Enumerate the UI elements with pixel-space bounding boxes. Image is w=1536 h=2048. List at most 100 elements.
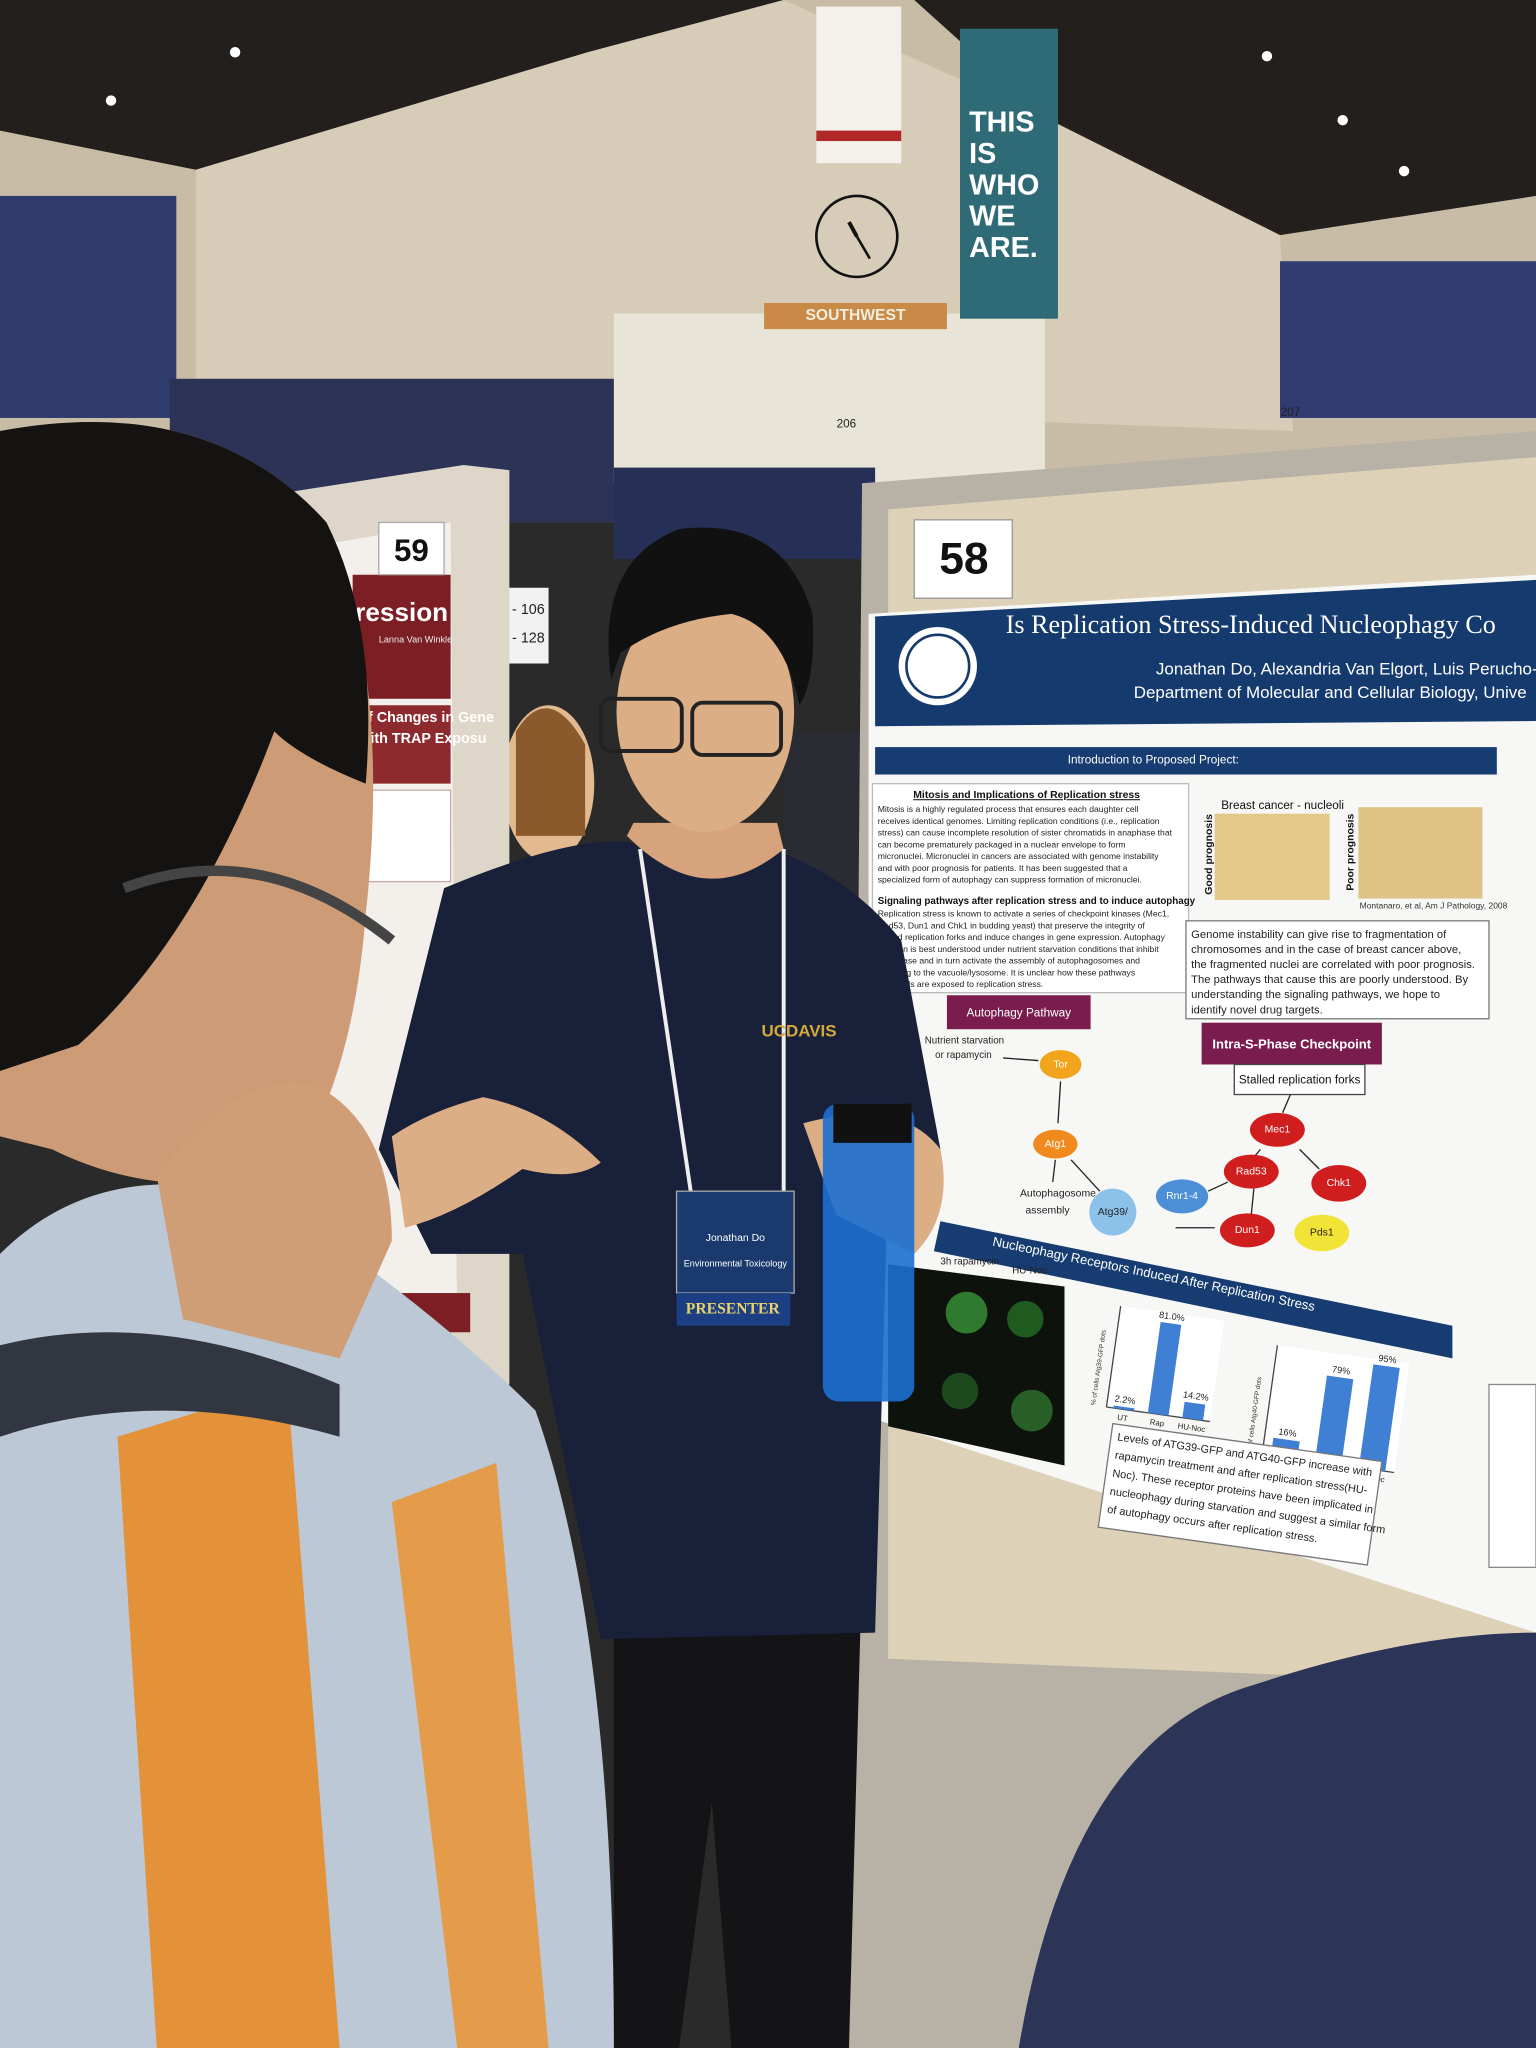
presenter-shape	[616, 591, 795, 832]
paragraph: Mitosis is a highly regulated process th…	[878, 804, 1173, 885]
diagram-label: or rapamycin	[935, 1050, 992, 1061]
section-heading: Intra-S-Phase Checkpoint	[1212, 1036, 1371, 1051]
diagram-node	[1033, 1129, 1078, 1159]
left-poster-shape	[352, 705, 451, 784]
diagram-arrow-shape	[1052, 1159, 1056, 1183]
paragraph-line: micronuclei. Micronuclei in cancers are …	[878, 851, 1160, 861]
node-label: Mec1	[1265, 1125, 1291, 1136]
section-heading: Mitosis and Implications of Replication …	[913, 790, 1140, 801]
arena-shape	[847, 221, 859, 238]
visitor-shape	[1018, 1632, 1536, 2048]
paragraph-line: Mitosis is a highly regulated process th…	[878, 804, 1139, 814]
main-poster-board-shape	[1214, 813, 1330, 900]
diagram-label: Nutrient starvation	[925, 1036, 1004, 1047]
main-poster-board-shape	[1010, 1389, 1053, 1432]
diagram-node	[1219, 1213, 1275, 1248]
diagram-arrow-shape	[1282, 1094, 1292, 1114]
presenter-shape	[626, 822, 784, 879]
poster-title: Is Replication Stress-Induced Nucleophag…	[1006, 610, 1496, 639]
left-poster-shape	[378, 521, 445, 576]
main-poster-board-shape	[946, 995, 1091, 1030]
visitor-shape	[117, 1384, 340, 2048]
main-poster-board-shape	[1185, 920, 1490, 1020]
main-poster-board-shape	[1233, 1063, 1366, 1096]
diagram-node	[1311, 1165, 1367, 1202]
value-label: 2.2%	[1114, 1394, 1136, 1407]
banner-word: THIS	[969, 107, 1034, 139]
arena-shape	[1280, 261, 1536, 418]
section-heading: Introduction to Proposed Project:	[1068, 753, 1239, 766]
diagram-label: Stalled replication forks	[1239, 1073, 1361, 1086]
main-poster-board-shape	[871, 783, 1190, 994]
presenter: Jonathan Do Environmental Toxicology PRE…	[378, 527, 944, 2048]
diagram-arrow-shape	[1003, 1057, 1039, 1062]
node-label: Chk1	[1327, 1178, 1352, 1189]
section-number: 207	[1281, 406, 1301, 419]
arena-shape	[764, 303, 947, 330]
section-sign: SOUTHWEST	[805, 307, 905, 324]
banner-word: ARE.	[969, 232, 1038, 264]
node-label: Dun1	[1235, 1225, 1260, 1236]
value-label: 14.2%	[1182, 1389, 1209, 1403]
diagram-arrow-shape	[1299, 1148, 1320, 1170]
paragraph-line: function is best understood under nutrie…	[878, 944, 1160, 954]
paragraph-line: targeting to the vacuole/lysosome. It is…	[878, 967, 1135, 977]
diagram-label: Autophagosome	[1020, 1189, 1096, 1200]
diagram-node	[1294, 1214, 1350, 1252]
caption-box-shape	[1097, 1422, 1383, 1566]
micrograph-label: HU-Noc	[1012, 1265, 1047, 1276]
paragraph-line: Rad53, Dun1 and Chk1 in budding yeast) t…	[878, 920, 1146, 930]
axis	[1105, 1306, 1122, 1408]
diagram-node	[1155, 1179, 1209, 1214]
category-label: UT	[1117, 1413, 1129, 1423]
diagram-node	[1089, 1188, 1137, 1236]
main-poster-board-shape	[1201, 1022, 1382, 1065]
visitor-shape	[122, 865, 396, 945]
aisle-sign: 5 - 106	[500, 602, 545, 618]
arena-shape	[1261, 50, 1273, 62]
presenter-shape	[690, 700, 784, 757]
paragraph-line: the fragmented nuclei are correlated wit…	[1191, 959, 1475, 971]
main-poster-board: 58 Is Replication Stress-Induced Nucleop…	[848, 431, 1536, 2048]
visitor	[1018, 1632, 1536, 2048]
paragraph-line: specialized form of autophagy can suppre…	[878, 875, 1142, 885]
arena-shape	[229, 47, 241, 58]
banner-word: WHO	[969, 169, 1039, 201]
paragraph-line: identify novel drug targets.	[1191, 1004, 1323, 1016]
value-label: 95%	[1378, 1353, 1397, 1365]
value-label: 16%	[1278, 1426, 1297, 1438]
bar	[1182, 1401, 1206, 1421]
paragraph: Genome instability can give rise to frag…	[1191, 929, 1475, 1016]
poster-number: 59	[394, 533, 429, 568]
main-poster-board-shape	[875, 579, 1536, 727]
presenter-shape	[608, 527, 814, 706]
presenter-shape	[391, 1097, 601, 1228]
paragraph-line: Replication stress is known to activate …	[878, 909, 1169, 919]
badge-role: PRESENTER	[686, 1301, 781, 1318]
main-poster-board-shape	[875, 747, 1497, 775]
main-poster-board-shape	[1358, 807, 1483, 899]
category-label: HU-Noc	[1177, 1421, 1206, 1434]
main-poster-board-shape	[913, 519, 1013, 599]
bar	[1314, 1375, 1354, 1466]
bar	[1147, 1322, 1182, 1416]
presenter-shape	[598, 696, 684, 753]
value-label: 81.0%	[1158, 1310, 1185, 1324]
presenter-shape	[822, 1103, 915, 1402]
paragraph-line: The pathways that cause this are poorly …	[1191, 974, 1468, 986]
poster-subtitle: of Changes in Gene	[359, 710, 494, 726]
visitor-shape	[156, 1082, 392, 1359]
arena-shape	[515, 708, 586, 836]
paragraph-line: chromosomes and in the case of breast ca…	[1191, 944, 1461, 956]
presenter-shape	[638, 848, 786, 1202]
section-number: 206	[837, 418, 857, 431]
section-heading: Autophagy Pathway	[967, 1007, 1072, 1020]
paragraph-line: Tor kinase and in turn activate the asse…	[878, 956, 1140, 966]
badge-program: Environmental Toxicology	[684, 1259, 788, 1269]
main-poster-board-shape	[933, 1221, 1453, 1359]
paragraph-line: stress) can cause incomplete resolution …	[878, 828, 1173, 838]
